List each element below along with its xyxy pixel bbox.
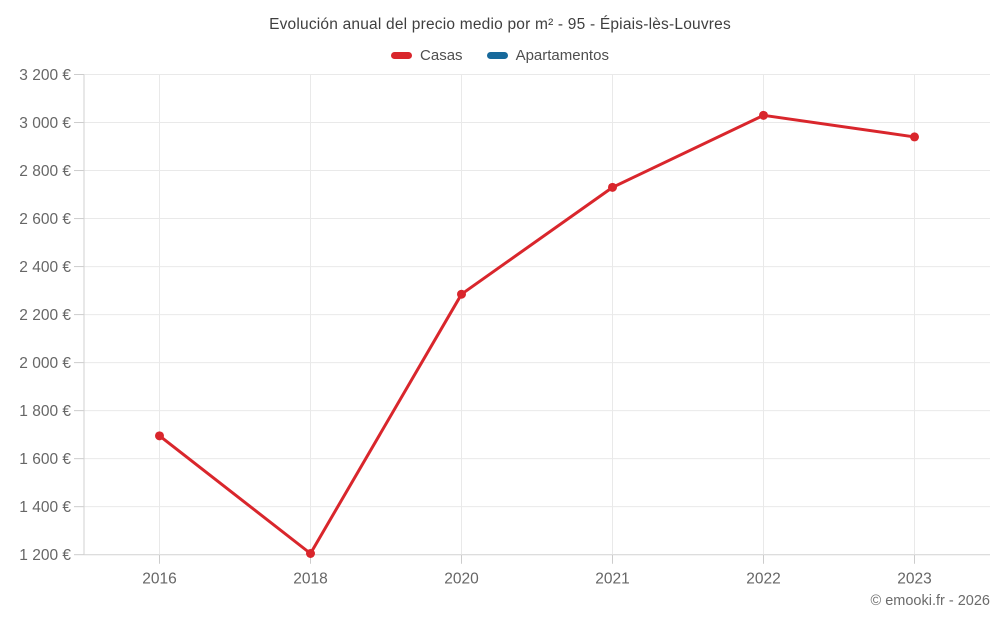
data-point-casas-2020[interactable] xyxy=(457,289,466,299)
y-axis-label: 1 600 € xyxy=(19,451,71,468)
legend-item-casas[interactable]: Casas xyxy=(391,47,463,64)
legend-label-casas: Casas xyxy=(420,46,463,64)
x-axis-label: 2016 xyxy=(142,571,176,588)
data-point-casas-2022[interactable] xyxy=(759,110,768,120)
apartamentos-series-swatch-icon xyxy=(486,51,508,59)
legend-label-apartamentos: Apartamentos xyxy=(515,46,609,64)
data-point-casas-2023[interactable] xyxy=(910,132,919,142)
series-line-casas xyxy=(158,113,916,555)
y-axis-label: 3 000 € xyxy=(19,115,71,132)
x-axis-label: 2018 xyxy=(293,571,327,588)
y-axis-label: 3 200 € xyxy=(19,67,71,84)
y-axis-label: 2 000 € xyxy=(19,355,71,372)
y-axis-label: 2 600 € xyxy=(19,211,71,228)
data-point-casas-2018[interactable] xyxy=(306,548,315,558)
legend-item-apartamentos[interactable]: Apartamentos xyxy=(486,46,609,64)
y-axis-label: 1 800 € xyxy=(19,403,71,420)
x-axis-label: 2020 xyxy=(444,571,479,588)
chart-title: Evolución anual del precio medio por m² … xyxy=(269,16,731,33)
copyright-credit: © emooki.fr - 2026 xyxy=(870,593,990,609)
y-axis-label: 1 400 € xyxy=(19,499,71,516)
y-axis-label: 2 200 € xyxy=(19,307,71,324)
x-axis-label: 2021 xyxy=(595,571,629,588)
x-axis-label: 2023 xyxy=(897,571,931,588)
casas-series-swatch-icon xyxy=(391,51,413,59)
legend: Casas Apartamentos xyxy=(0,45,1000,65)
data-point-casas-2016[interactable] xyxy=(155,431,164,441)
y-axis-label: 2 800 € xyxy=(19,163,71,180)
y-axis-label: 2 400 € xyxy=(19,259,71,276)
data-point-casas-2021[interactable] xyxy=(608,182,617,192)
x-axis-label: 2022 xyxy=(746,571,780,588)
y-axis-label: 1 200 € xyxy=(19,547,71,564)
